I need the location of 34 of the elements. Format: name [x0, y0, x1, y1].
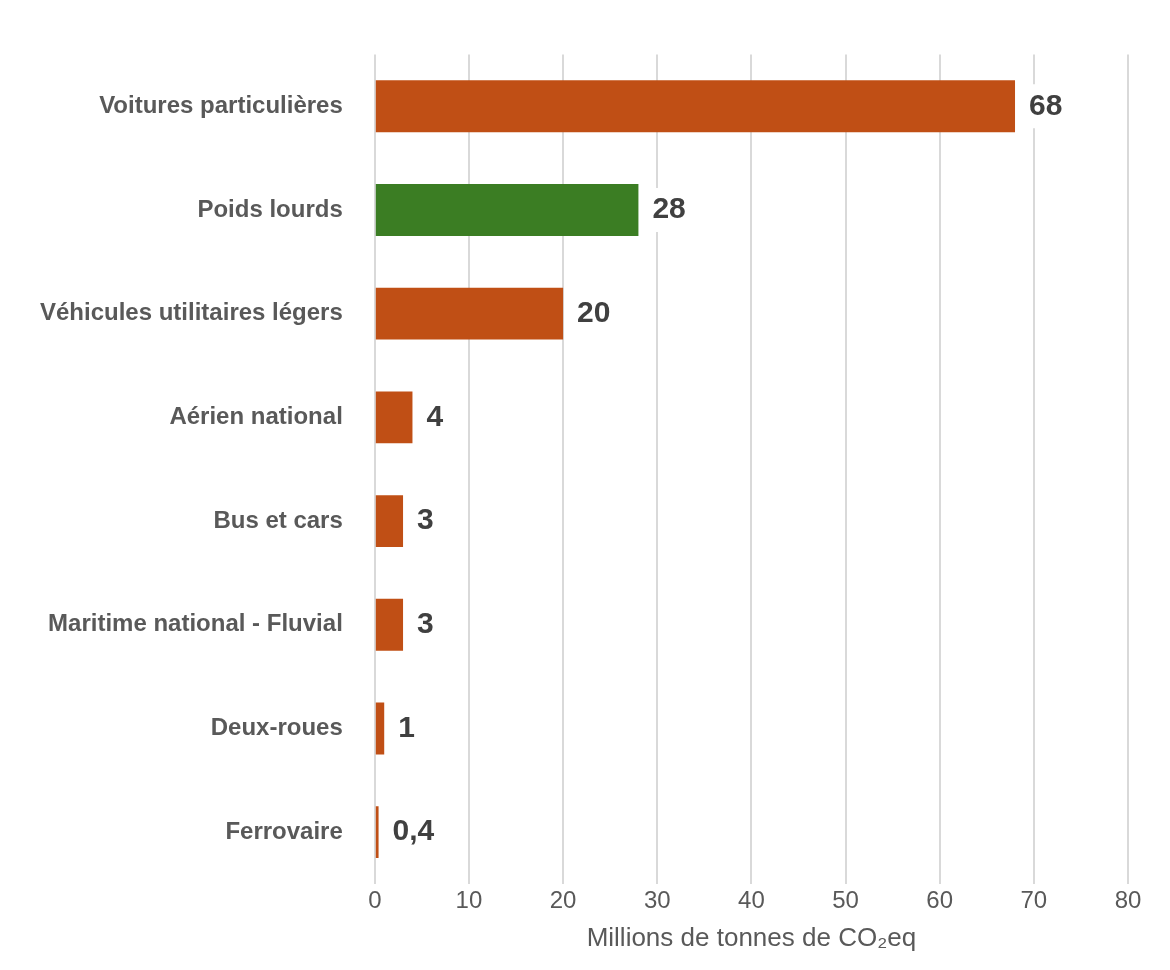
- y-tick-label: Deux-roues: [210, 713, 343, 741]
- y-tick-label: Voitures particulières: [99, 90, 343, 118]
- bar: [375, 391, 413, 444]
- data-label: 3: [417, 502, 434, 536]
- bar: [375, 702, 385, 755]
- x-axis-title: Millions de tonnes de CO₂eq: [586, 921, 917, 952]
- y-tick-label: Aérien national: [169, 401, 343, 429]
- data-label: 20: [577, 294, 611, 328]
- bar: [375, 80, 1016, 133]
- x-tick-label: 60: [926, 886, 954, 914]
- data-label: 3: [417, 606, 434, 640]
- bar: [375, 184, 639, 236]
- data-label: 28: [652, 191, 686, 225]
- x-tick-label: 70: [1020, 886, 1048, 914]
- x-tick-label: 40: [738, 886, 765, 914]
- x-tick-label: 50: [832, 886, 859, 914]
- bar: [375, 287, 564, 340]
- y-tick-label: Maritime national - Fluvial: [48, 609, 343, 637]
- x-tick-label: 20: [549, 886, 577, 914]
- bar: [375, 806, 379, 859]
- y-tick-label: Poids lourds: [197, 194, 343, 222]
- y-tick-label: Véhicules utilitaires légers: [39, 298, 343, 326]
- y-tick-label: Bus et cars: [213, 505, 343, 533]
- x-tick-label: 0: [368, 886, 382, 914]
- x-tick-label: 80: [1114, 886, 1142, 914]
- bar: [375, 495, 404, 547]
- x-tick-label: 30: [643, 886, 671, 914]
- data-label: 68: [1029, 87, 1063, 121]
- y-tick-label: Ferrovaire: [225, 816, 343, 844]
- x-tick-label: 10: [455, 886, 483, 914]
- data-label: 1: [398, 709, 415, 743]
- bar: [375, 598, 404, 651]
- data-label: 4: [426, 398, 444, 432]
- data-label: 0,4: [392, 813, 435, 847]
